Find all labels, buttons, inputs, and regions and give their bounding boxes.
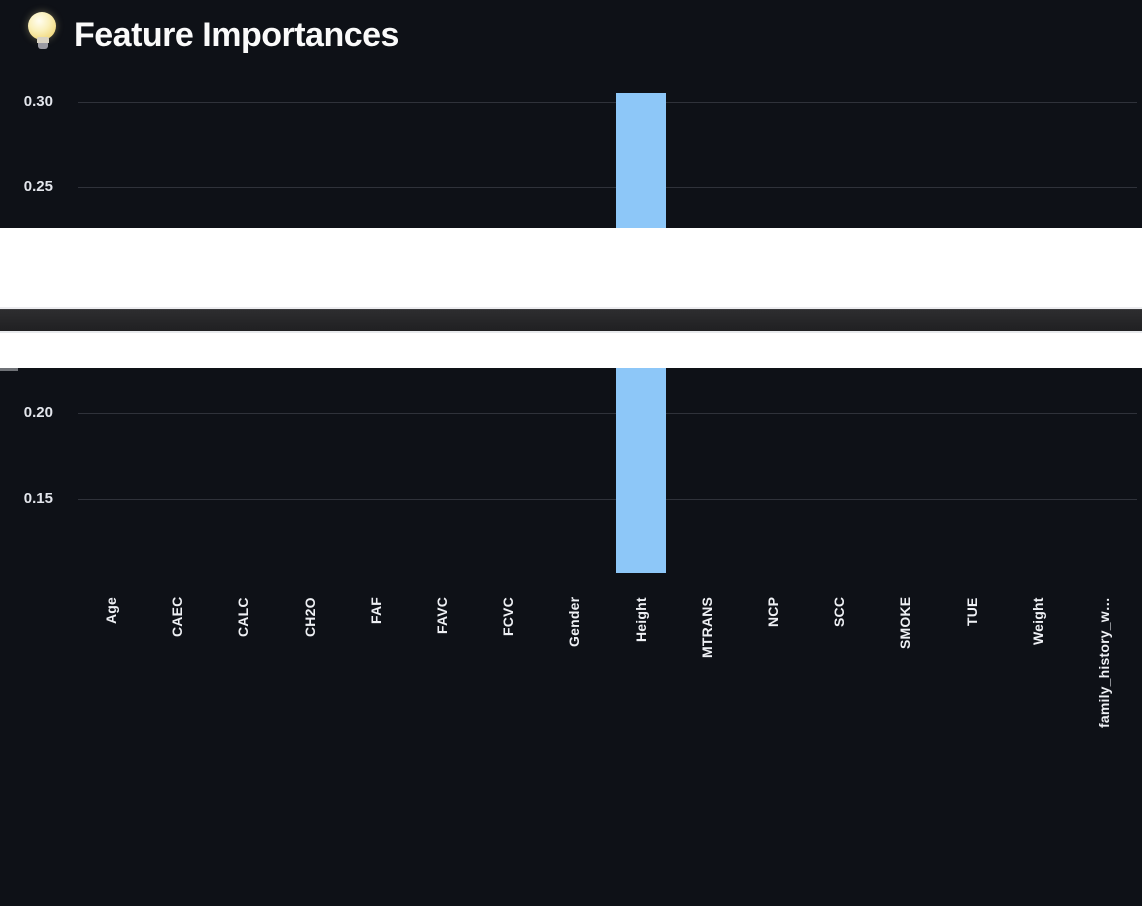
x-label-weight: Weight — [1030, 597, 1046, 645]
window-divider — [0, 309, 1142, 331]
y-tick-label: 0.15 — [23, 490, 53, 507]
gridline-y-0.25 — [78, 187, 1137, 188]
x-label-mtrans: MTRANS — [699, 597, 715, 659]
x-label-gender: Gender — [566, 597, 582, 648]
x-label-family_history_w…: family_history_w… — [1096, 597, 1112, 728]
y-tick-label: 0.25 — [23, 178, 53, 195]
x-label-calc: CALC — [235, 597, 251, 637]
y-tick-label: 0.20 — [23, 404, 53, 421]
page-title: Feature Importances — [74, 16, 399, 54]
x-label-height: Height — [633, 597, 649, 642]
scrollbar-fragment — [0, 368, 18, 371]
x-label-fcvc: FCVC — [500, 597, 516, 636]
x-label-tue: TUE — [964, 597, 980, 626]
white-gap-2 — [0, 331, 1142, 368]
x-label-ncp: NCP — [765, 597, 781, 628]
x-label-age: Age — [103, 597, 119, 625]
gridline-y-0.20 — [78, 413, 1137, 414]
x-label-ch2o: CH2O — [302, 597, 318, 637]
bar-height-lower[interactable] — [616, 368, 666, 573]
x-label-favc: FAVC — [434, 597, 450, 635]
gridline-y-0.30 — [78, 102, 1137, 103]
x-label-scc: SCC — [831, 597, 847, 628]
gridline-y-0.15 — [78, 499, 1137, 500]
bar-height[interactable] — [616, 93, 666, 228]
chart-header: Feature Importances — [28, 12, 399, 58]
y-tick-label: 0.30 — [23, 93, 53, 110]
x-label-caec: CAEC — [169, 597, 185, 638]
x-label-smoke: SMOKE — [897, 597, 913, 650]
white-gap-1 — [0, 228, 1142, 309]
lightbulb-icon — [28, 12, 58, 58]
x-label-faf: FAF — [368, 597, 384, 625]
